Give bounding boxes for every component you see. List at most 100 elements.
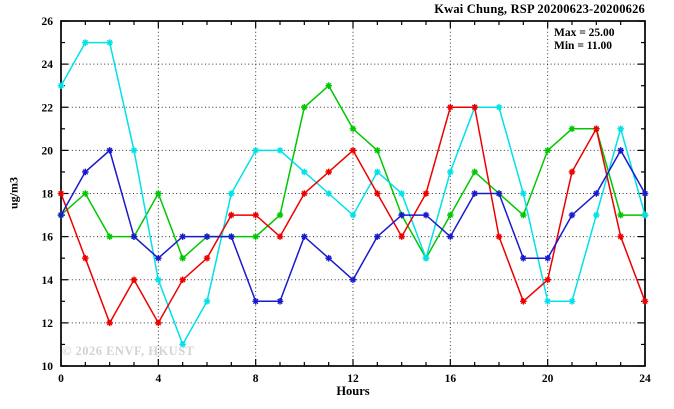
data-point-marker xyxy=(374,190,381,197)
data-point-marker xyxy=(544,276,551,284)
data-point-marker xyxy=(301,168,308,176)
data-point-marker xyxy=(544,254,551,262)
data-point-marker xyxy=(276,147,284,154)
data-point-marker xyxy=(228,233,235,240)
data-point-marker xyxy=(155,319,162,327)
data-point-marker xyxy=(179,341,186,348)
svg-text:10: 10 xyxy=(42,361,54,373)
data-point-marker xyxy=(568,125,576,133)
data-point-marker xyxy=(593,190,600,197)
watermark: © 2026 ENVF, HKUST xyxy=(62,344,195,358)
data-point-marker xyxy=(155,276,162,284)
data-point-marker xyxy=(228,190,235,197)
svg-text:20: 20 xyxy=(542,373,554,385)
data-point-marker xyxy=(568,168,576,176)
data-point-marker xyxy=(447,103,454,111)
data-point-marker xyxy=(422,211,430,219)
data-point-marker xyxy=(593,125,600,133)
data-point-marker xyxy=(349,211,357,219)
data-point-marker xyxy=(130,233,138,240)
data-point-marker xyxy=(203,298,211,305)
data-point-marker xyxy=(82,254,89,262)
max-value-label: Max = 25.00 xyxy=(554,27,615,39)
svg-text:14: 14 xyxy=(42,275,54,287)
series-red xyxy=(57,103,649,327)
svg-text:22: 22 xyxy=(42,102,54,114)
data-point-marker xyxy=(301,190,308,197)
data-point-marker xyxy=(179,233,186,240)
data-point-marker xyxy=(57,211,65,219)
data-point-marker xyxy=(641,190,649,197)
data-point-marker xyxy=(617,211,624,219)
data-point-marker xyxy=(130,147,138,154)
data-point-marker xyxy=(374,147,381,154)
data-point-marker xyxy=(641,298,649,305)
series-green xyxy=(57,82,649,262)
data-point-marker xyxy=(349,276,357,284)
data-point-marker xyxy=(544,298,551,305)
data-point-marker xyxy=(422,190,430,197)
data-point-marker xyxy=(106,233,113,240)
data-point-marker xyxy=(520,211,527,219)
svg-text:24: 24 xyxy=(639,373,651,385)
data-point-marker xyxy=(471,190,478,197)
data-point-marker xyxy=(203,233,211,240)
data-point-marker xyxy=(252,147,259,154)
svg-text:0: 0 xyxy=(58,373,64,385)
series-blue xyxy=(57,147,649,305)
stats-annotation: Max = 25.00 Min = 11.00 xyxy=(554,27,615,53)
data-point-marker xyxy=(544,147,551,154)
data-point-marker xyxy=(349,147,357,154)
data-point-marker xyxy=(325,168,332,176)
data-point-marker xyxy=(57,190,65,197)
svg-text:16: 16 xyxy=(42,232,54,244)
min-value-label: Min = 11.00 xyxy=(554,40,612,52)
data-point-marker xyxy=(617,125,624,133)
data-point-marker xyxy=(301,233,308,240)
data-point-marker xyxy=(155,254,162,262)
data-point-marker xyxy=(520,190,527,197)
data-point-marker xyxy=(447,211,454,219)
data-point-marker xyxy=(398,233,405,240)
data-point-marker xyxy=(276,233,284,240)
data-point-marker xyxy=(252,233,259,240)
data-point-marker xyxy=(130,276,138,284)
data-point-marker xyxy=(82,39,89,46)
data-point-marker xyxy=(252,211,259,219)
data-point-marker xyxy=(471,168,478,176)
data-point-marker xyxy=(398,190,405,197)
data-point-marker xyxy=(252,298,259,305)
series-cyan xyxy=(57,39,649,348)
data-point-marker xyxy=(447,168,454,176)
data-point-marker xyxy=(325,254,332,262)
data-point-marker xyxy=(276,211,284,219)
data-point-marker xyxy=(301,103,308,111)
chart-title: Kwai Chung, RSP 20200623-20200626 xyxy=(434,2,645,16)
svg-text:16: 16 xyxy=(445,373,457,385)
data-point-marker xyxy=(568,211,576,219)
svg-text:8: 8 xyxy=(253,373,259,385)
svg-text:26: 26 xyxy=(42,16,54,28)
data-point-marker xyxy=(57,82,65,89)
data-point-marker xyxy=(106,39,113,46)
data-point-marker xyxy=(568,298,576,305)
data-point-marker xyxy=(349,125,357,133)
data-point-marker xyxy=(82,168,89,176)
data-point-marker xyxy=(325,82,332,89)
data-point-marker xyxy=(276,298,284,305)
data-point-marker xyxy=(447,233,454,240)
x-axis-label: Hours xyxy=(336,384,370,398)
data-point-marker xyxy=(398,211,405,219)
svg-text:12: 12 xyxy=(42,318,54,330)
svg-text:12: 12 xyxy=(347,373,359,385)
y-axis-label: ug/m3 xyxy=(6,176,21,210)
data-point-marker xyxy=(520,254,527,262)
data-point-marker xyxy=(155,190,162,197)
data-point-marker xyxy=(617,233,624,240)
data-point-marker xyxy=(179,276,186,284)
data-point-marker xyxy=(374,233,381,240)
data-point-marker xyxy=(520,298,527,305)
data-point-marker xyxy=(106,319,113,327)
